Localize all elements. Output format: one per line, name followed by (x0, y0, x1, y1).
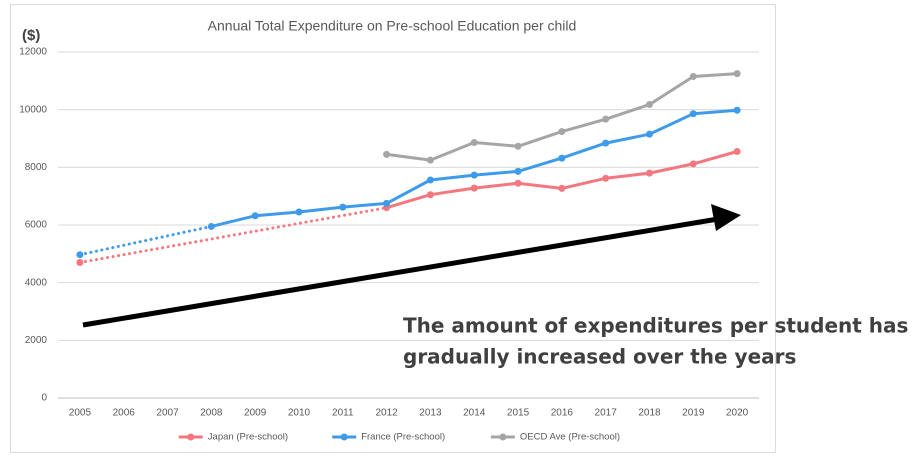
trend-arrow (82, 204, 741, 328)
y-tick-label: 2000 (25, 335, 48, 346)
annotation: The amount of expenditures per student h… (403, 314, 908, 338)
data-point (470, 139, 478, 147)
annotation: gradually increased over the years (403, 345, 796, 369)
data-point (645, 130, 653, 138)
data-point (558, 154, 566, 162)
x-tick-label: 2005 (69, 408, 92, 419)
x-tick-label: 2019 (682, 408, 705, 419)
data-point (251, 212, 259, 220)
data-point (383, 199, 391, 207)
x-tick-label: 2017 (595, 408, 618, 419)
data-point (689, 73, 697, 81)
data-point (645, 100, 653, 108)
data-point (426, 191, 434, 199)
y-tick-label: 0 (41, 393, 47, 404)
legend-marker (340, 433, 348, 441)
gap-connector (78, 224, 213, 257)
data-point (76, 258, 84, 266)
data-point (426, 156, 434, 164)
chart-title: Annual Total Expenditure on Pre-school E… (208, 18, 577, 34)
legend-label: France (Pre-school) (361, 432, 445, 443)
data-point (645, 169, 653, 177)
x-tick-label: 2008 (200, 408, 223, 419)
gap-connector (78, 206, 389, 264)
x-tick-label: 2012 (375, 408, 398, 419)
legend-label: Japan (Pre-school) (208, 432, 288, 443)
x-tick-label: 2009 (244, 408, 267, 419)
x-tick-label: 2016 (551, 408, 574, 419)
x-tick-label: 2011 (332, 408, 354, 419)
y-axis-label: ($) (22, 27, 40, 44)
y-tick-label: 4000 (25, 277, 48, 288)
y-tick-label: 8000 (25, 162, 48, 173)
x-tick-label: 2015 (507, 408, 530, 419)
data-point (76, 251, 84, 259)
axis: 0 2000 4000 6000 8000 10000 12000 2005 2006 2007 2… (19, 47, 759, 419)
x-tick-label: 2013 (419, 408, 442, 419)
data-point (426, 176, 434, 184)
lines (76, 70, 741, 266)
data-point (207, 222, 215, 230)
legend: Japan (Pre-school) France (Pre-school) OEC… (178, 432, 620, 443)
data-point (689, 110, 697, 118)
data-point (383, 150, 391, 158)
y-tick-label: 10000 (19, 104, 47, 115)
data-point (558, 128, 566, 136)
y-tick-label: 6000 (25, 220, 48, 231)
data-point (602, 139, 610, 147)
data-point (602, 174, 610, 182)
data-point (339, 203, 347, 211)
x-tick-label: 2007 (156, 408, 179, 419)
data-point (470, 171, 478, 179)
legend-marker (187, 433, 195, 441)
data-point (514, 179, 522, 187)
data-point (733, 147, 741, 155)
data-point (514, 142, 522, 150)
data-point (733, 70, 741, 78)
data-point (470, 184, 478, 192)
data-point (733, 106, 741, 114)
x-tick-label: 2018 (638, 408, 661, 419)
x-tick-label: 2006 (113, 408, 136, 419)
x-tick-label: 2020 (726, 408, 749, 419)
x-tick-label: 2014 (463, 408, 486, 419)
legend-marker (499, 433, 507, 441)
data-point (295, 208, 303, 216)
arrow-shaft (82, 216, 719, 328)
y-tick-label: 12000 (19, 47, 47, 58)
data-point (558, 184, 566, 192)
legend-label: OECD Ave (Pre-school) (520, 432, 620, 443)
data-point (689, 160, 697, 168)
arrow-head (711, 204, 741, 231)
x-tick-label: 2010 (288, 408, 311, 419)
data-point (602, 115, 610, 123)
data-point (514, 167, 522, 175)
